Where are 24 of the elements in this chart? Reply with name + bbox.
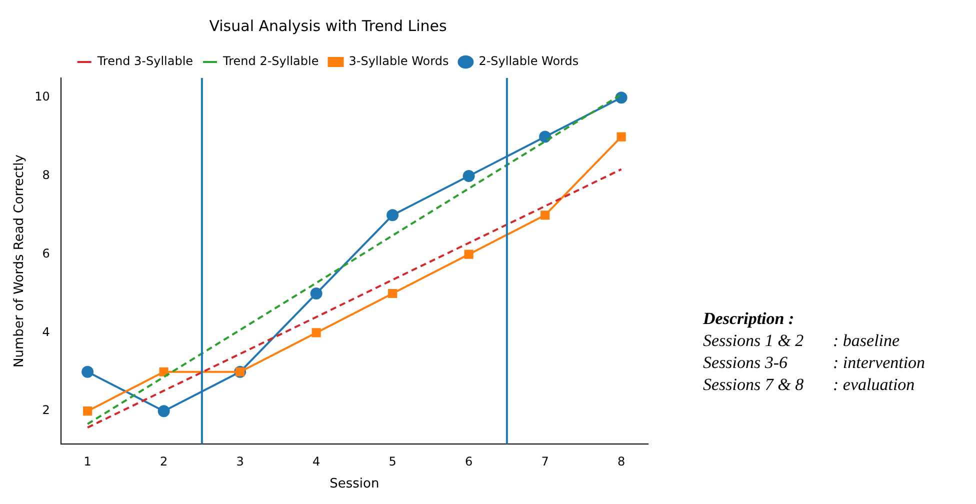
y-tick-label: 4 [42, 324, 50, 339]
text: Sessions 7 & 8 : evaluation [703, 375, 915, 394]
chart-title: Visual Analysis with Trend Lines [209, 16, 447, 35]
legend-label: 3-Syllable Words [348, 54, 449, 68]
y-tick-label: 10 [34, 90, 50, 104]
y-tick-label: 2 [42, 403, 50, 418]
x-tick-label: 7 [541, 454, 549, 468]
text: Sessions 1 & 2 : baseline [703, 331, 900, 350]
x-axis-title: Session [330, 476, 380, 492]
y-tick-label: 8 [42, 168, 50, 182]
x-tick-label: 6 [464, 454, 473, 468]
x-tick-label: 5 [388, 454, 396, 468]
legend-label: 2-Syllable Words [478, 54, 579, 68]
x-tick-label: 8 [617, 454, 626, 468]
legend-label: Trend 2-Syllable [222, 54, 319, 68]
legend-label: Trend 3-Syllable [96, 54, 194, 68]
x-tick-label: 3 [236, 454, 244, 468]
text: Description : [703, 308, 794, 330]
x-tick-label: 4 [312, 454, 320, 468]
x-tick-label: 2 [160, 454, 168, 468]
y-tick-label: 6 [42, 246, 50, 260]
text: Sessions 3-6 : intervention [703, 353, 926, 372]
x-tick-label: 1 [84, 454, 92, 468]
y-axis-title: Number of Words Read Correctly [12, 154, 28, 368]
